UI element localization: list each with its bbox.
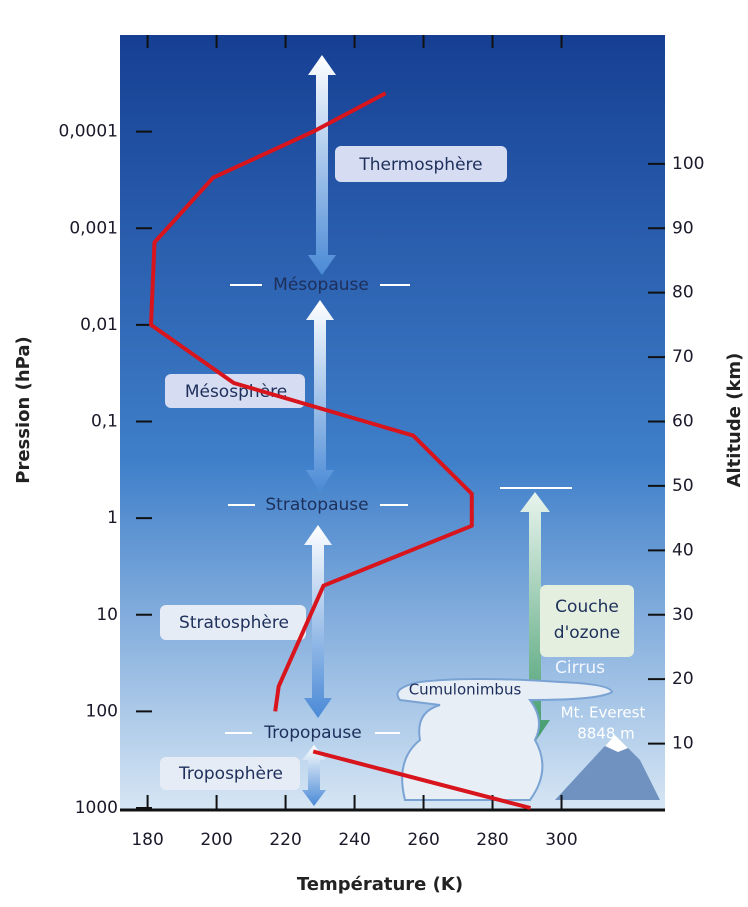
annotation: Thermosphère — [358, 155, 482, 175]
y2-tick-label: 40 — [672, 540, 694, 560]
annotation: Stratosphère — [179, 613, 289, 633]
y2-tick-label: 60 — [672, 412, 694, 432]
annotation: Troposphère — [178, 764, 283, 784]
annotation: Couche — [555, 597, 619, 617]
y-tick-label: 0,1 — [91, 412, 118, 432]
y-tick-label: 100 — [86, 701, 118, 721]
y-tick-label: 0,001 — [69, 218, 118, 238]
x-tick-label: 200 — [200, 830, 232, 850]
y-tick-label: 0,0001 — [59, 122, 118, 142]
y2-tick-label: 50 — [672, 476, 694, 496]
x-tick-label: 180 — [131, 830, 163, 850]
y2-tick-label: 10 — [672, 734, 694, 754]
y-axis-title: Pression (hPa) — [13, 336, 34, 483]
y-tick-label: 0,01 — [80, 315, 118, 335]
x-tick-label: 220 — [269, 830, 301, 850]
x-tick-label: 240 — [338, 830, 370, 850]
y-tick-label: 1000 — [75, 798, 118, 818]
y2-tick-label: 30 — [672, 605, 694, 625]
annotation: Tropopause — [263, 723, 361, 743]
y2-tick-label: 90 — [672, 218, 694, 238]
annotation: 8848 m — [577, 725, 635, 743]
y2-tick-label: 80 — [672, 283, 694, 303]
y2-axis-title: Altitude (km) — [724, 353, 745, 488]
y-tick-label: 10 — [96, 605, 118, 625]
annotation: Stratopause — [265, 495, 368, 515]
y2-tick-label: 20 — [672, 669, 694, 689]
y2-tick-label: 70 — [672, 347, 694, 367]
annotation: Cumulonimbus — [409, 681, 522, 699]
annotation: Mésopause — [273, 275, 369, 295]
x-tick-label: 260 — [407, 830, 439, 850]
annotation: Cirrus — [555, 658, 605, 678]
y2-tick-label: 100 — [672, 154, 704, 174]
x-tick-label: 280 — [476, 830, 508, 850]
x-axis-title: Température (K) — [297, 874, 463, 895]
x-tick-label: 300 — [545, 830, 577, 850]
annotation: Mt. Everest — [561, 704, 646, 722]
y-tick-label: 1 — [107, 508, 118, 528]
annotation: d'ozone — [554, 623, 620, 643]
chart: Thermosphère Mésopause Mésosphère Strato… — [0, 0, 748, 907]
label-box — [540, 585, 634, 657]
